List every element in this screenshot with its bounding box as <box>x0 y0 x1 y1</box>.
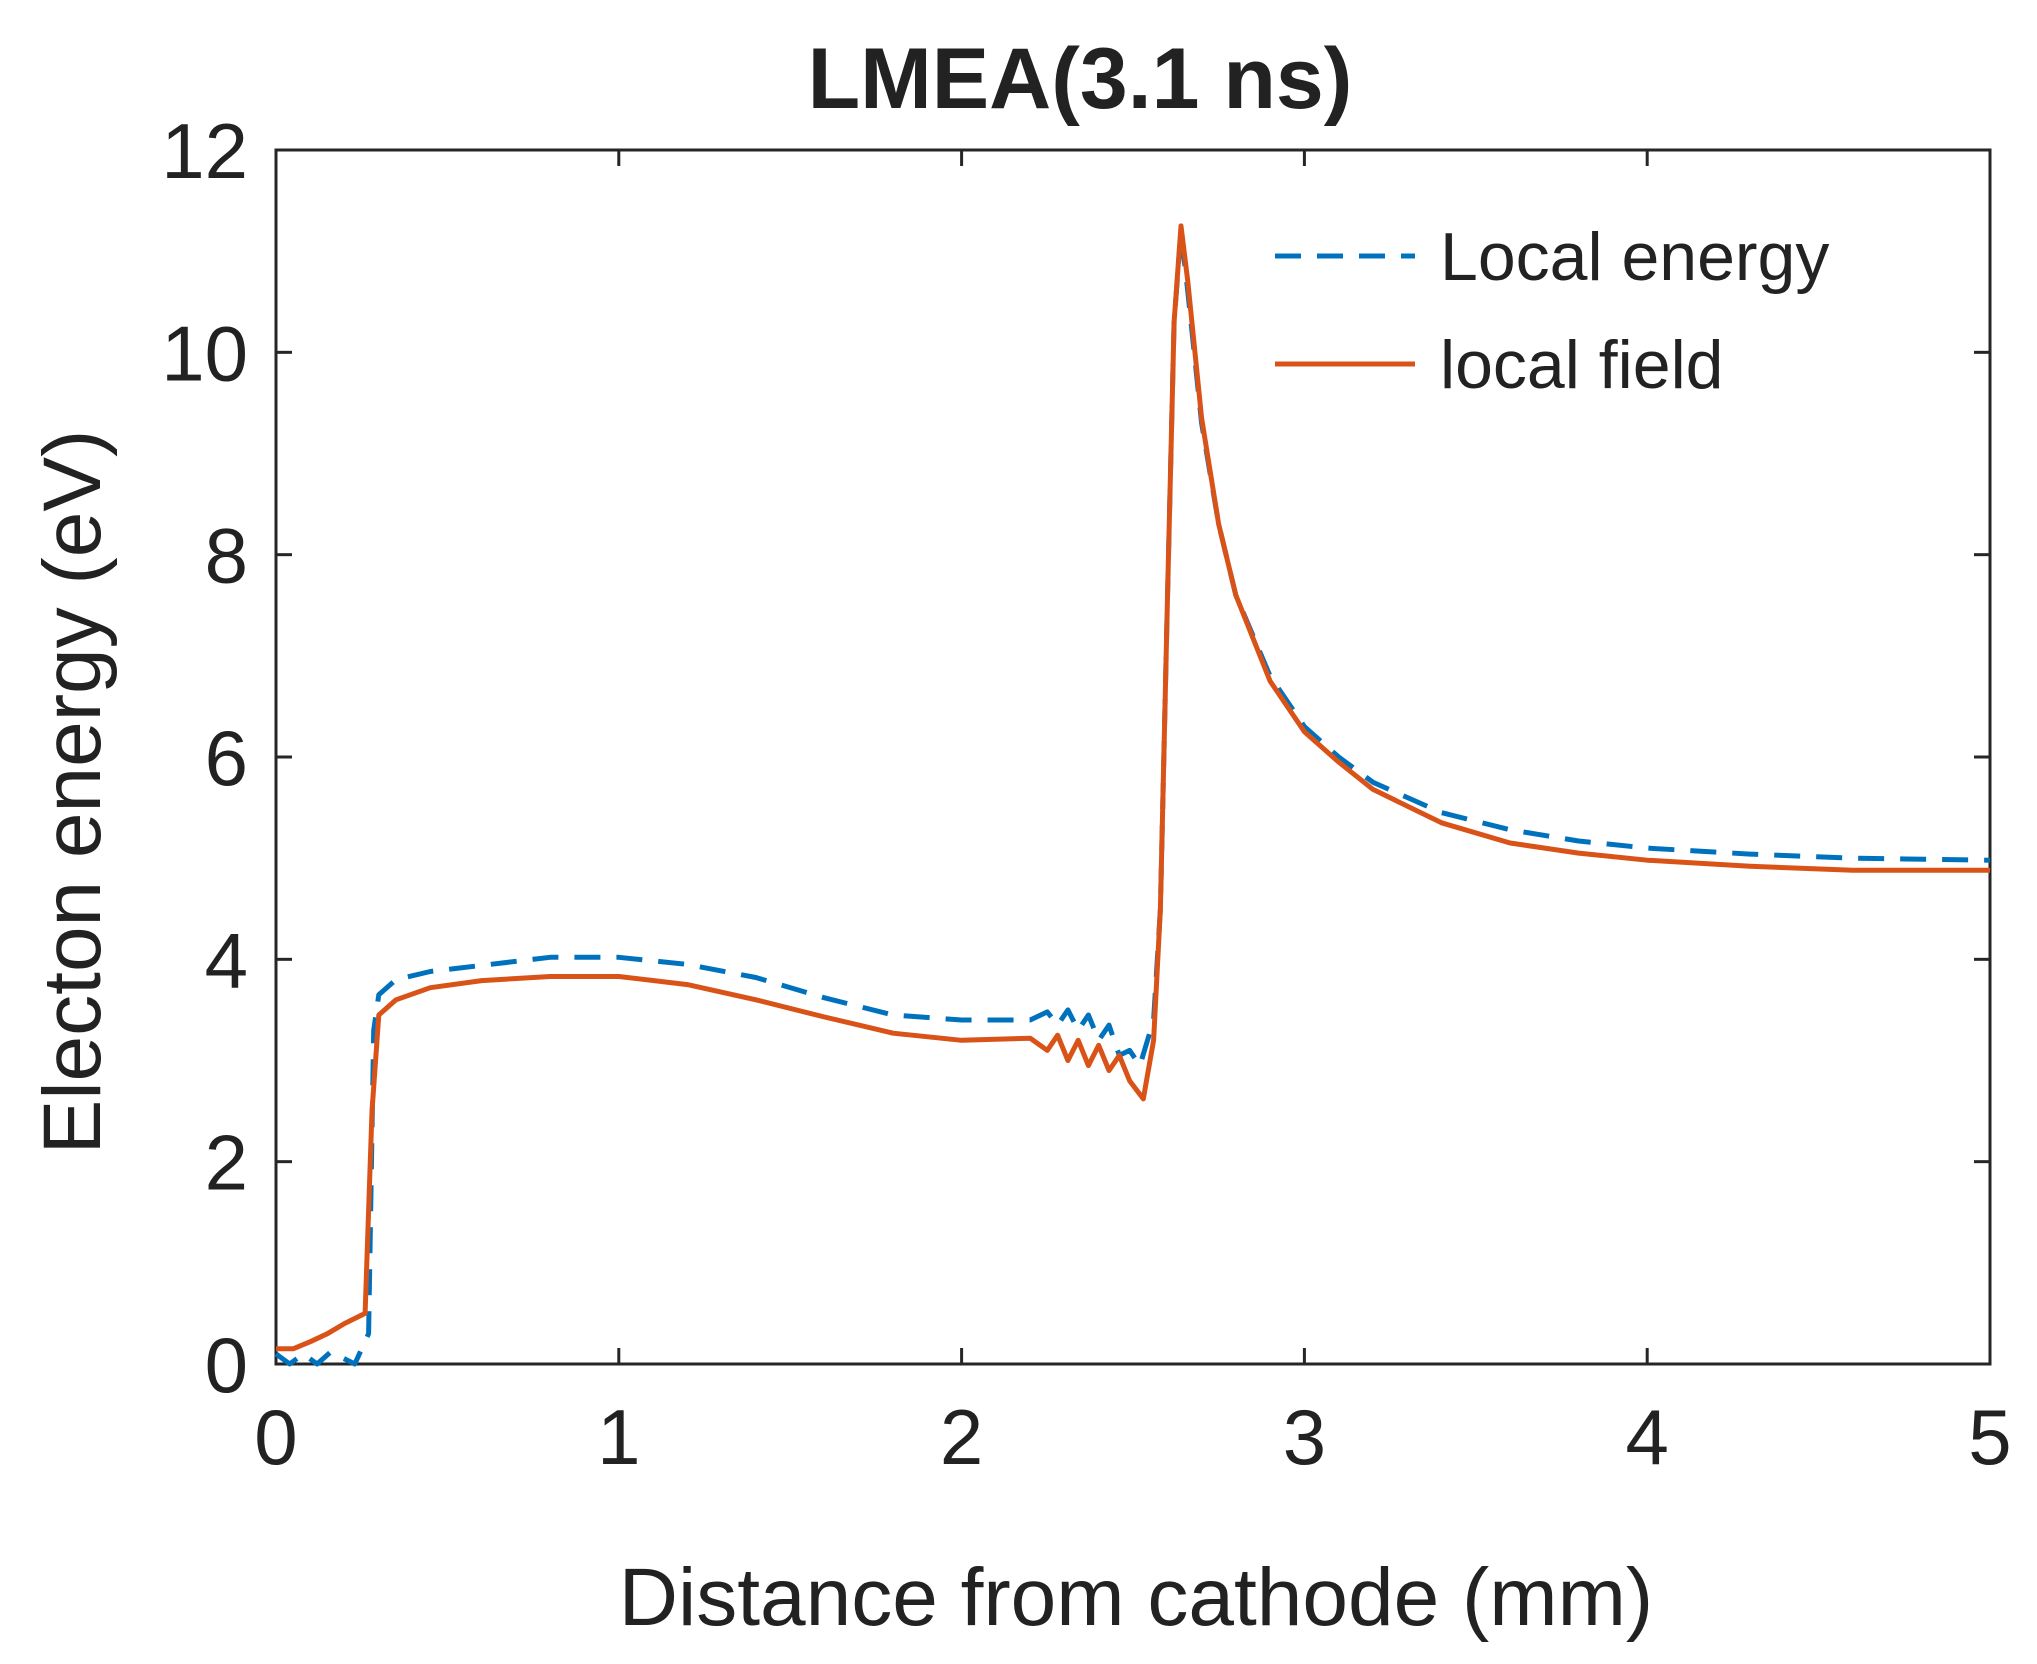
y-tick-label: 8 <box>205 512 248 600</box>
x-tick-label: 3 <box>1283 1393 1326 1481</box>
series-lines <box>274 223 1991 1367</box>
y-axis-label: Electon energy (eV) <box>27 430 118 1155</box>
legend: Local energy local field <box>1275 219 1829 403</box>
x-tick-label: 2 <box>940 1393 983 1481</box>
x-tick-label: 0 <box>254 1393 297 1481</box>
y-tick-label: 10 <box>161 309 248 397</box>
legend-label-local-field: local field <box>1440 327 1724 403</box>
axes-box <box>274 148 1992 1366</box>
y-tick-label: 6 <box>205 714 248 802</box>
y-tick-label: 2 <box>205 1119 248 1207</box>
series-line-local-field <box>276 223 1990 1352</box>
x-axis-label: Distance from cathode (mm) <box>619 1552 1653 1643</box>
legend-label-local-energy: Local energy <box>1440 219 1829 295</box>
x-tick-label: 1 <box>597 1393 640 1481</box>
y-tick-label: 0 <box>205 1321 248 1409</box>
chart-title: LMEA(3.1 ns) <box>808 31 1353 127</box>
series-line-local-energy <box>274 228 1991 1367</box>
x-tick-label: 4 <box>1626 1393 1669 1481</box>
y-tick-label: 4 <box>205 916 248 1004</box>
x-tick-label: 5 <box>1968 1393 2011 1481</box>
y-tick-label: 12 <box>161 107 248 195</box>
